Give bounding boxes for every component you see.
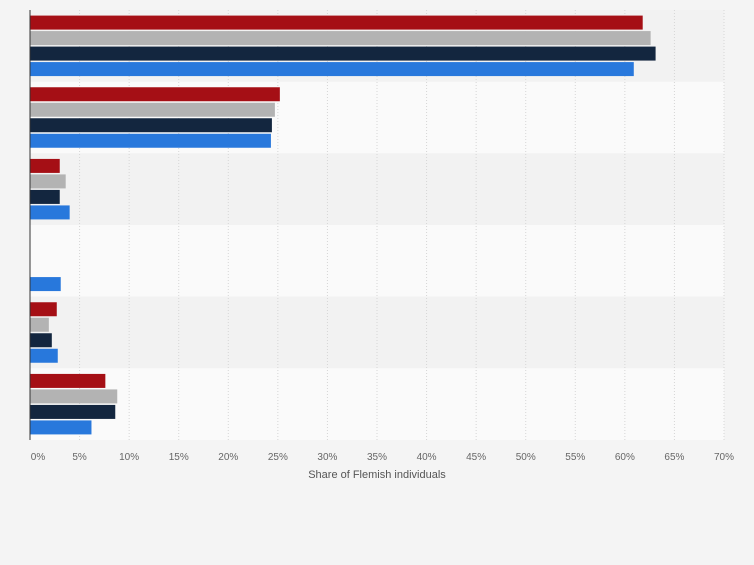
- bar-cat2-series3[interactable]: [30, 205, 70, 220]
- x-tick-label: 60%: [615, 452, 635, 463]
- x-tick-label: 45%: [466, 452, 486, 463]
- category-band-2: [30, 153, 724, 225]
- bar-cat5-series0[interactable]: [30, 373, 106, 388]
- x-tick-label: 20%: [218, 452, 238, 463]
- x-tick-label: 70%: [714, 452, 734, 463]
- bar-cat1-series3[interactable]: [30, 133, 271, 148]
- bar-cat2-series2[interactable]: [30, 189, 60, 204]
- bar-cat1-series0[interactable]: [30, 87, 280, 102]
- bar-cat4-series3[interactable]: [30, 348, 58, 363]
- bar-cat5-series2[interactable]: [30, 404, 116, 419]
- x-tick-label: 65%: [664, 452, 684, 463]
- bar-cat5-series3[interactable]: [30, 420, 92, 435]
- x-tick-label: 10%: [119, 452, 139, 463]
- x-tick-label: 15%: [169, 452, 189, 463]
- category-band-5: [30, 368, 724, 440]
- bar-cat0-series0[interactable]: [30, 15, 643, 30]
- x-tick-label: 35%: [367, 452, 387, 463]
- bar-cat0-series1[interactable]: [30, 31, 651, 46]
- bars: [30, 15, 656, 435]
- category-band-3: [30, 225, 724, 297]
- bar-cat4-series1[interactable]: [30, 317, 49, 332]
- x-tick-label: 5%: [72, 452, 87, 463]
- bar-cat3-series3[interactable]: [30, 277, 61, 292]
- bar-cat1-series2[interactable]: [30, 118, 272, 133]
- x-tick-label: 55%: [565, 452, 585, 463]
- x-tick-labels: 0% 5% 10% 15% 20% 25% 30% 35% 40% 45% 50% 55% 60% 65%…: [31, 452, 734, 463]
- bar-cat0-series3[interactable]: [30, 62, 634, 77]
- x-tick-label: 50%: [516, 452, 536, 463]
- bar-cat2-series0[interactable]: [30, 158, 60, 173]
- x-axis-label: Share of Flemish individuals: [308, 469, 446, 481]
- x-tick-label: 40%: [417, 452, 437, 463]
- bar-cat0-series2[interactable]: [30, 46, 656, 61]
- category-bands: [30, 10, 724, 440]
- bar-cat4-series0[interactable]: [30, 302, 57, 317]
- x-tick-label: 25%: [268, 452, 288, 463]
- bar-cat4-series2[interactable]: [30, 333, 52, 348]
- category-band-4: [30, 296, 724, 369]
- x-tick-label: 30%: [317, 452, 337, 463]
- x-tick-label: 0%: [31, 452, 46, 463]
- bar-cat2-series1[interactable]: [30, 174, 66, 189]
- bar-cat5-series1[interactable]: [30, 389, 118, 404]
- bar-cat1-series1[interactable]: [30, 102, 275, 117]
